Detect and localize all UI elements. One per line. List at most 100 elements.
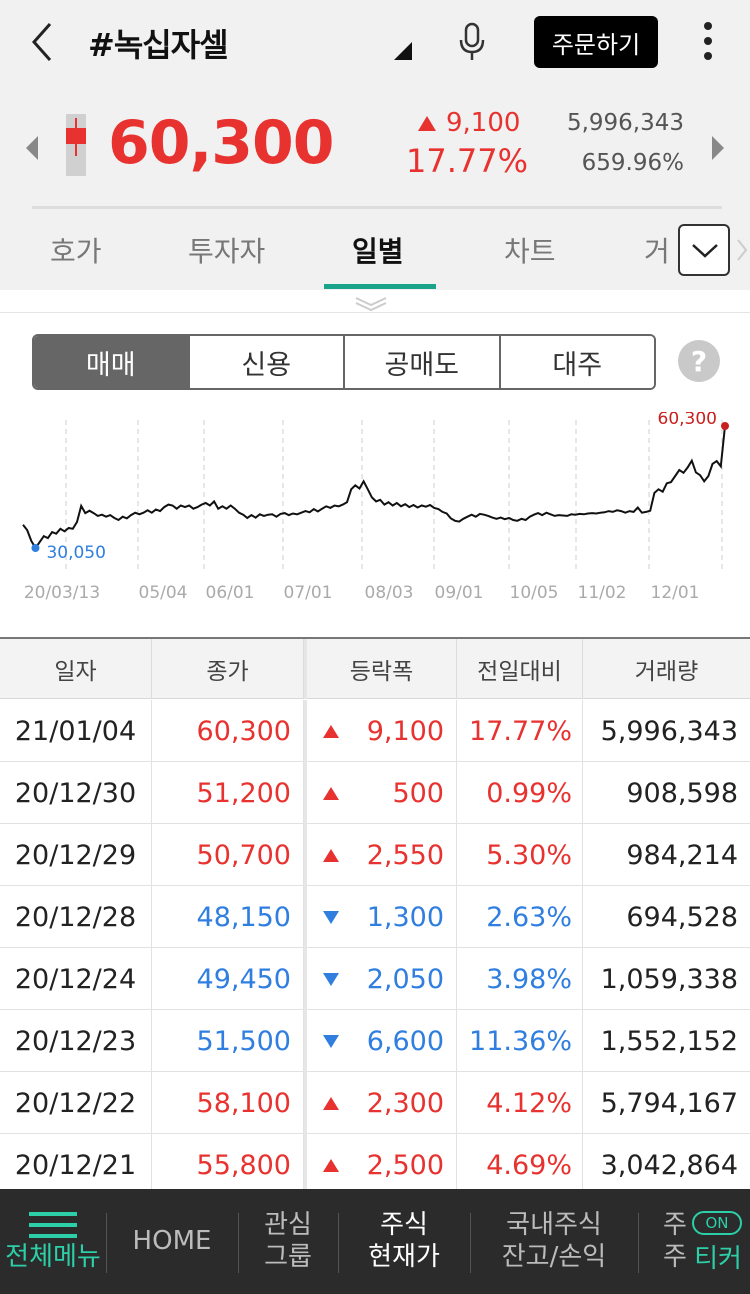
up-triangle-icon <box>323 849 339 862</box>
up-triangle-icon <box>323 1159 339 1172</box>
cell-change: 500 <box>304 762 457 824</box>
x-tick-label: 12/01 <box>651 583 700 603</box>
table-row[interactable]: 20/12/22 58,100 2,300 4.12% 5,794,167 <box>0 1072 750 1134</box>
price-summary: 60,300 9,100 17.77% 5,996,343 659.96% <box>0 96 750 196</box>
cell-change-rate: 5.30% <box>457 824 583 886</box>
nav-divider <box>338 1213 339 1273</box>
help-icon[interactable]: ? <box>678 340 720 382</box>
previous-stock-icon[interactable] <box>26 136 38 160</box>
segment-credit[interactable]: 신용 <box>189 336 345 388</box>
down-triangle-icon <box>323 973 339 986</box>
top-bar: #녹십자셀 주문하기 <box>0 0 750 84</box>
cell-volume: 5,794,167 <box>600 1087 738 1119</box>
nav-full-menu[interactable]: 전체메뉴 <box>0 1189 106 1294</box>
header-date: 일자 <box>0 639 152 699</box>
active-tab-indicator <box>324 284 436 289</box>
down-triangle-icon <box>323 911 339 924</box>
x-tick-label: 10/05 <box>510 583 559 603</box>
table-row[interactable]: 20/12/23 51,500 6,600 11.36% 1,552,152 <box>0 1010 750 1072</box>
table-row[interactable]: 21/01/04 60,300 9,100 17.77% 5,996,343 <box>0 700 750 762</box>
up-triangle-icon <box>418 116 436 131</box>
back-arrow-icon[interactable] <box>24 18 64 66</box>
table-row[interactable]: 20/12/24 49,450 2,050 3.98% 1,059,338 <box>0 948 750 1010</box>
table-row[interactable]: 20/12/29 50,700 2,550 5.30% 984,214 <box>0 824 750 886</box>
cell-volume: 5,996,343 <box>600 715 738 747</box>
table-row[interactable]: 20/12/21 55,800 2,500 4.69% 3,042,864 <box>0 1134 750 1189</box>
cell-close: 55,800 <box>152 1134 304 1189</box>
change-amount: 9,100 <box>446 108 521 138</box>
cell-date: 21/01/04 <box>0 700 152 762</box>
min-point-marker <box>31 544 40 552</box>
min-value-label: 30,050 <box>46 543 105 563</box>
nav-ticker-label: 티커 <box>694 1243 742 1274</box>
dropdown-triangle-icon[interactable] <box>394 42 412 60</box>
cell-change-rate: 3.98% <box>457 948 583 1010</box>
cell-change: 6,600 <box>304 1010 457 1072</box>
nav-truncated-item[interactable]: 주 주 <box>660 1189 690 1294</box>
nav-watch-label-1: 관심 <box>264 1210 312 1241</box>
next-stock-icon[interactable] <box>712 136 724 160</box>
nav-truncated-label-1: 주 <box>663 1210 687 1241</box>
cell-change-value: 2,050 <box>366 963 444 995</box>
x-tick-label: 06/01 <box>206 583 255 603</box>
nav-divider <box>470 1213 471 1273</box>
price-line-chart: 20/03/13 05/04 06/01 07/01 08/03 09/01 10/05 11… <box>22 412 729 603</box>
tab-investor[interactable]: 투자자 <box>188 235 266 268</box>
cell-volume: 1,552,152 <box>600 1025 738 1057</box>
tab-trade[interactable]: 거 <box>644 235 670 268</box>
cell-date: 20/12/30 <box>0 762 152 824</box>
x-tick-label: 08/03 <box>365 583 414 603</box>
cell-close: 51,500 <box>152 1010 304 1072</box>
table-row[interactable]: 20/12/30 51,200 500 0.99% 908,598 <box>0 762 750 824</box>
cell-volume: 1,059,338 <box>600 963 738 995</box>
cell-close: 50,700 <box>152 824 304 886</box>
cell-change-value: 2,550 <box>366 839 444 871</box>
more-menu-icon[interactable] <box>700 22 716 64</box>
tab-orderbook[interactable]: 호가 <box>50 235 102 268</box>
tab-bar: 호가 투자자 일별 차트 거 <box>0 214 750 290</box>
table-header: 일자 종가 등락폭 전일대비 거래량 <box>0 639 750 699</box>
tab-expand-button[interactable] <box>678 224 730 276</box>
cell-change-rate: 4.12% <box>457 1072 583 1134</box>
nav-home[interactable]: HOME <box>106 1189 238 1294</box>
hamburger-icon <box>29 1211 77 1238</box>
cell-change-value: 2,500 <box>366 1149 444 1181</box>
cell-close: 49,450 <box>152 948 304 1010</box>
cell-change: 2,050 <box>304 948 457 1010</box>
nav-full-menu-label: 전체메뉴 <box>5 1241 101 1272</box>
tab-daily[interactable]: 일별 <box>352 235 404 268</box>
segment-trade[interactable]: 매매 <box>34 336 190 388</box>
collapse-handle-icon[interactable] <box>354 296 388 312</box>
ticker-on-badge[interactable]: ON <box>692 1211 742 1235</box>
cell-date: 20/12/23 <box>0 1010 152 1072</box>
nav-divider <box>106 1213 107 1273</box>
nav-divider <box>238 1213 239 1273</box>
segment-short-sale[interactable]: 공매도 <box>345 336 501 388</box>
bottom-navigation: 전체메뉴 HOME 관심 그룹 주식 현재가 국내주식 잔고/손익 주 주 ON… <box>0 1189 750 1294</box>
daily-table: 일자 종가 등락폭 전일대비 거래량 21/01/04 60,300 9,100 17… <box>0 637 750 1189</box>
nav-stock-label-1: 주식 <box>380 1210 428 1241</box>
nav-home-label: HOME <box>132 1225 212 1256</box>
chevron-right-icon <box>737 239 748 261</box>
header-change-rate: 전일대비 <box>457 639 583 699</box>
order-button[interactable]: 주문하기 <box>534 16 658 68</box>
nav-balance-label-2: 잔고/손익 <box>501 1241 607 1272</box>
segment-lending[interactable]: 대주 <box>500 336 654 388</box>
cell-change: 2,300 <box>304 1072 457 1134</box>
microphone-icon[interactable] <box>456 22 488 62</box>
x-tick-label: 20/03/13 <box>24 583 100 603</box>
cell-date: 20/12/22 <box>0 1072 152 1134</box>
max-value-label: 60,300 <box>658 412 717 429</box>
nav-stock-price[interactable]: 주식 현재가 <box>338 1189 470 1294</box>
change-percent: 17.77% <box>406 142 529 180</box>
table-row[interactable]: 20/12/28 48,150 1,300 2.63% 694,528 <box>0 886 750 948</box>
tab-chart[interactable]: 차트 <box>504 235 556 268</box>
price-series-line <box>22 425 726 550</box>
nav-watch-group[interactable]: 관심 그룹 <box>238 1189 338 1294</box>
nav-balance[interactable]: 국내주식 잔고/손익 <box>470 1189 638 1294</box>
nav-ticker[interactable]: 티커 <box>686 1207 750 1294</box>
cell-change: 2,500 <box>304 1134 457 1189</box>
stock-title[interactable]: #녹십자셀 <box>88 26 229 64</box>
nav-watch-label-2: 그룹 <box>264 1241 312 1272</box>
cell-volume: 694,528 <box>626 901 738 933</box>
